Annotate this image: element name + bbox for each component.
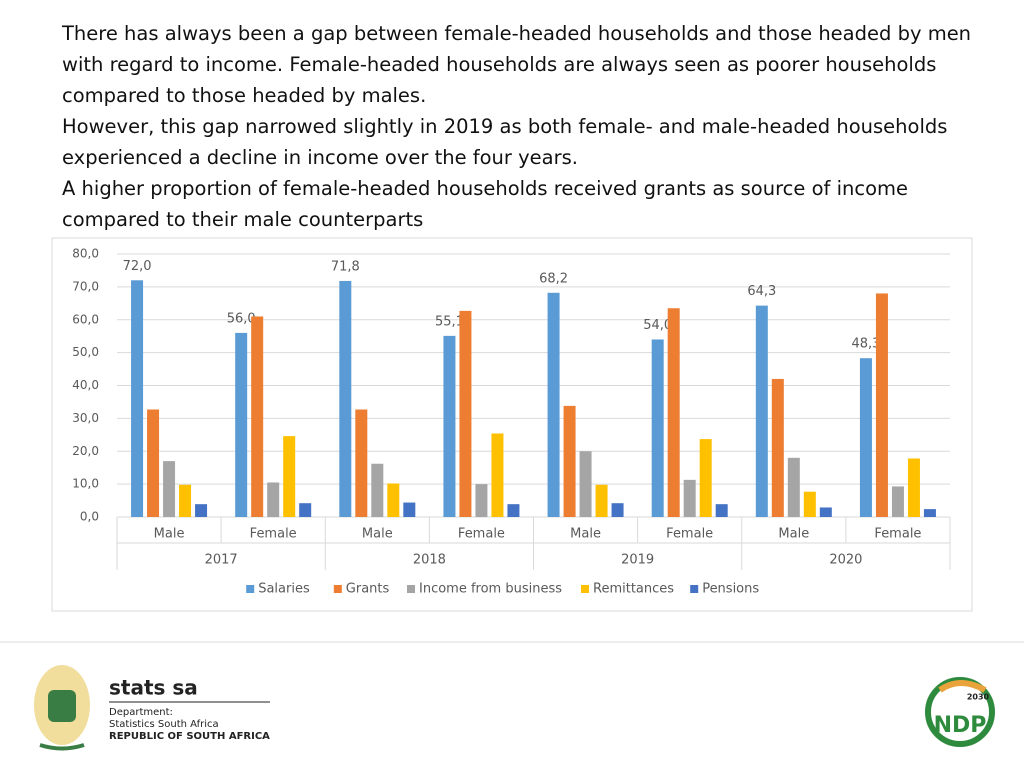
bar: [459, 310, 472, 517]
legend-label: Remittances: [593, 582, 674, 597]
x-tick-label: Male: [778, 527, 809, 542]
bar: [699, 439, 712, 517]
group-label: 2017: [205, 553, 238, 568]
bar: [491, 433, 504, 517]
legend-swatch: [581, 585, 589, 593]
y-tick-label: 40,0: [72, 378, 99, 392]
bar: [339, 280, 352, 517]
x-tick-label: Male: [362, 527, 393, 542]
bar: [611, 503, 624, 517]
group-label: 2020: [829, 553, 862, 568]
x-tick-label: Male: [154, 527, 185, 542]
bar: [667, 308, 680, 517]
legend-label: Salaries: [258, 582, 310, 597]
paragraph: However, this gap narrowed slightly in 2…: [62, 115, 948, 169]
bar: [195, 504, 208, 517]
x-tick-label: Female: [874, 527, 921, 542]
legend-swatch: [690, 585, 699, 593]
bar: [651, 339, 664, 517]
bar: [683, 479, 696, 517]
bar: [891, 486, 904, 517]
y-tick-label: 30,0: [72, 411, 99, 425]
bar: [131, 280, 144, 517]
bar: [787, 457, 800, 517]
x-tick-label: Female: [666, 527, 713, 542]
y-tick-label: 10,0: [72, 477, 99, 491]
y-tick-label: 0,0: [80, 510, 99, 524]
paragraph: A higher proportion of female-headed hou…: [62, 177, 909, 231]
x-tick-label: Female: [250, 527, 297, 542]
y-tick-label: 60,0: [72, 312, 99, 326]
bar: [403, 502, 416, 517]
bar: [355, 409, 368, 517]
bar: [771, 378, 784, 517]
bar: [563, 405, 576, 517]
bar: [179, 484, 192, 517]
brand: stats sa: [109, 676, 198, 700]
data-label: 54,0: [643, 318, 672, 333]
bar: [163, 461, 176, 517]
coat-of-arms: [34, 665, 90, 751]
bar: [923, 509, 936, 517]
bar: [267, 482, 280, 517]
bar: [507, 504, 520, 517]
body-text: There has always been a gap between fema…: [62, 18, 972, 235]
data-label: 55,1: [435, 314, 464, 329]
bar: [547, 292, 560, 517]
y-tick-label: 50,0: [72, 345, 99, 359]
chart-frame: [51, 237, 973, 612]
bar: [147, 409, 160, 517]
y-tick-label: 80,0: [72, 247, 99, 261]
bar: [595, 484, 608, 517]
bar: [443, 335, 456, 517]
country: REPUBLIC OF SOUTH AFRICA: [109, 731, 270, 742]
bar: [299, 503, 312, 517]
data-label: 64,3: [747, 284, 776, 299]
y-tick-label: 70,0: [72, 279, 99, 293]
bar: [859, 358, 872, 517]
legend-label: Grants: [346, 582, 390, 597]
legend-swatch: [333, 585, 342, 593]
bar: [875, 293, 888, 517]
ndp-year: 2030: [967, 693, 990, 702]
data-label: 72,0: [123, 259, 152, 274]
bar: [371, 463, 384, 517]
data-label: 48,3: [851, 337, 880, 352]
bar: [387, 483, 400, 517]
data-label: 71,8: [331, 259, 360, 274]
bar: [235, 332, 248, 517]
group-label: 2018: [413, 553, 446, 568]
data-label: 56,0: [227, 311, 256, 326]
bar: [715, 504, 728, 517]
org: Statistics South Africa: [109, 719, 219, 730]
ndp: NDP: [934, 713, 987, 738]
legend-swatch: [407, 585, 415, 593]
group-label: 2019: [621, 553, 654, 568]
paragraph: There has always been a gap between fema…: [62, 22, 972, 107]
legend-label: Pensions: [702, 582, 759, 597]
bar: [755, 305, 768, 517]
bar: [251, 316, 264, 517]
y-tick-label: 20,0: [72, 444, 99, 458]
bar: [907, 458, 920, 517]
data-label: 68,2: [539, 271, 568, 286]
x-tick-label: Female: [458, 527, 505, 542]
bar: [819, 507, 832, 517]
bar: [475, 484, 488, 517]
bar: [803, 491, 816, 517]
bar: [283, 436, 296, 517]
ndp-logo: [925, 677, 995, 747]
department: Department:: [109, 707, 173, 718]
legend-label: Income from business: [419, 582, 562, 597]
bar: [579, 451, 592, 517]
x-tick-label: Male: [570, 527, 601, 542]
legend-swatch: [246, 585, 255, 593]
